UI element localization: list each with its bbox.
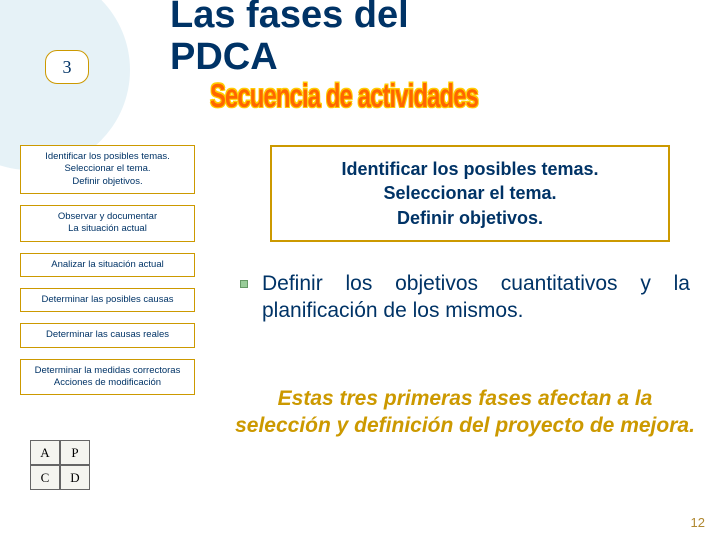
bullet-text: Definir los objetivos cuantitativos y la… — [262, 270, 690, 325]
subtitle-text: Secuencia de actividades — [210, 77, 478, 115]
page-title: Las fases delPDCA — [170, 0, 409, 79]
step-box: Identificar los posibles temas.Seleccion… — [20, 145, 195, 194]
bullet-marker-icon — [240, 280, 248, 288]
slide-number-badge: 3 — [45, 50, 89, 84]
step-box: Determinar las causas reales — [20, 323, 195, 347]
emphasis-note: Estas tres primeras fases afectan a la s… — [230, 385, 700, 440]
step-box: Determinar las posibles causas — [20, 288, 195, 312]
pdca-cell-a: A — [30, 440, 60, 465]
steps-sidebar: Identificar los posibles temas.Seleccion… — [20, 145, 195, 406]
pdca-cell-c: C — [30, 465, 60, 490]
step-box: Determinar la medidas correctorasAccione… — [20, 359, 195, 396]
highlighted-step-text: Identificar los posibles temas.Seleccion… — [280, 157, 660, 230]
pdca-grid: A P C D — [30, 440, 90, 490]
pdca-cell-d: D — [60, 465, 90, 490]
highlighted-step-box: Identificar los posibles temas.Seleccion… — [270, 145, 670, 242]
bullet-section: Definir los objetivos cuantitativos y la… — [240, 270, 690, 325]
pdca-cell-p: P — [60, 440, 90, 465]
step-box: Analizar la situación actual — [20, 253, 195, 277]
page-number: 12 — [691, 515, 705, 530]
pdca-row: C D — [30, 465, 90, 490]
step-box: Observar y documentarLa situación actual — [20, 205, 195, 242]
title-text: Las fases delPDCA — [170, 0, 409, 78]
slide-number: 3 — [63, 57, 72, 78]
pdca-row: A P — [30, 440, 90, 465]
bullet-item: Definir los objetivos cuantitativos y la… — [240, 270, 690, 325]
